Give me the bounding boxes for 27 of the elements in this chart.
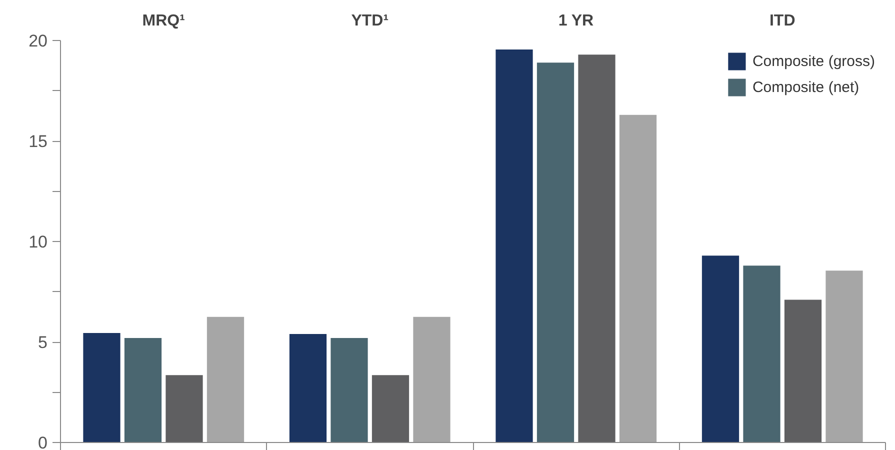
bar [619, 114, 657, 442]
x-tick-label: MRQ¹ [142, 12, 185, 30]
y-tick-label: 5 [38, 333, 48, 352]
bar [372, 375, 410, 442]
x-tick-label: YTD¹ [351, 12, 389, 30]
bar [784, 300, 822, 442]
bar [83, 332, 120, 442]
bar [330, 338, 368, 442]
y-tick-label: 10 [28, 232, 48, 252]
x-tick-label: 1 YR [558, 12, 594, 30]
legend-label: Composite (gross) [752, 52, 875, 70]
bar [124, 338, 162, 442]
bar [206, 316, 244, 442]
x-tick-label: ITD [769, 12, 796, 30]
legend-label: Composite (net) [752, 78, 860, 96]
y-tick-label: 15 [28, 132, 48, 151]
bar [826, 270, 863, 442]
bar [496, 50, 533, 442]
y-tick-label: 0 [38, 434, 48, 450]
bar [166, 375, 203, 442]
y-tick-label: 20 [28, 32, 48, 50]
bar [743, 266, 780, 442]
bar [413, 316, 450, 442]
bar [536, 62, 574, 442]
bar [702, 256, 740, 442]
bar [578, 54, 616, 442]
bar [289, 334, 327, 442]
